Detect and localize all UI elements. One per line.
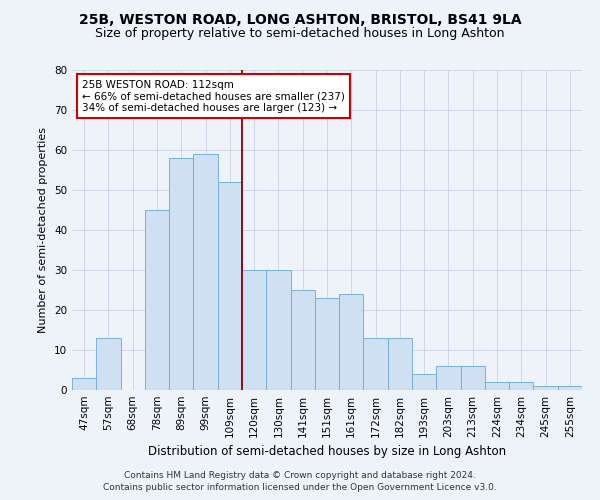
Bar: [339, 294, 364, 390]
Bar: [436, 366, 461, 390]
Text: Contains public sector information licensed under the Open Government Licence v3: Contains public sector information licen…: [103, 484, 497, 492]
Bar: [193, 154, 218, 390]
Y-axis label: Number of semi-detached properties: Number of semi-detached properties: [38, 127, 49, 333]
Bar: [290, 290, 315, 390]
X-axis label: Distribution of semi-detached houses by size in Long Ashton: Distribution of semi-detached houses by …: [148, 446, 506, 458]
Bar: [96, 338, 121, 390]
Bar: [412, 374, 436, 390]
Bar: [169, 158, 193, 390]
Bar: [266, 270, 290, 390]
Text: Contains HM Land Registry data © Crown copyright and database right 2024.: Contains HM Land Registry data © Crown c…: [124, 471, 476, 480]
Bar: [315, 298, 339, 390]
Text: 25B, WESTON ROAD, LONG ASHTON, BRISTOL, BS41 9LA: 25B, WESTON ROAD, LONG ASHTON, BRISTOL, …: [79, 12, 521, 26]
Bar: [72, 378, 96, 390]
Bar: [461, 366, 485, 390]
Bar: [242, 270, 266, 390]
Bar: [364, 338, 388, 390]
Bar: [509, 382, 533, 390]
Text: Size of property relative to semi-detached houses in Long Ashton: Size of property relative to semi-detach…: [95, 28, 505, 40]
Text: 25B WESTON ROAD: 112sqm
← 66% of semi-detached houses are smaller (237)
34% of s: 25B WESTON ROAD: 112sqm ← 66% of semi-de…: [82, 80, 345, 113]
Bar: [388, 338, 412, 390]
Bar: [145, 210, 169, 390]
Bar: [533, 386, 558, 390]
Bar: [485, 382, 509, 390]
Bar: [218, 182, 242, 390]
Bar: [558, 386, 582, 390]
